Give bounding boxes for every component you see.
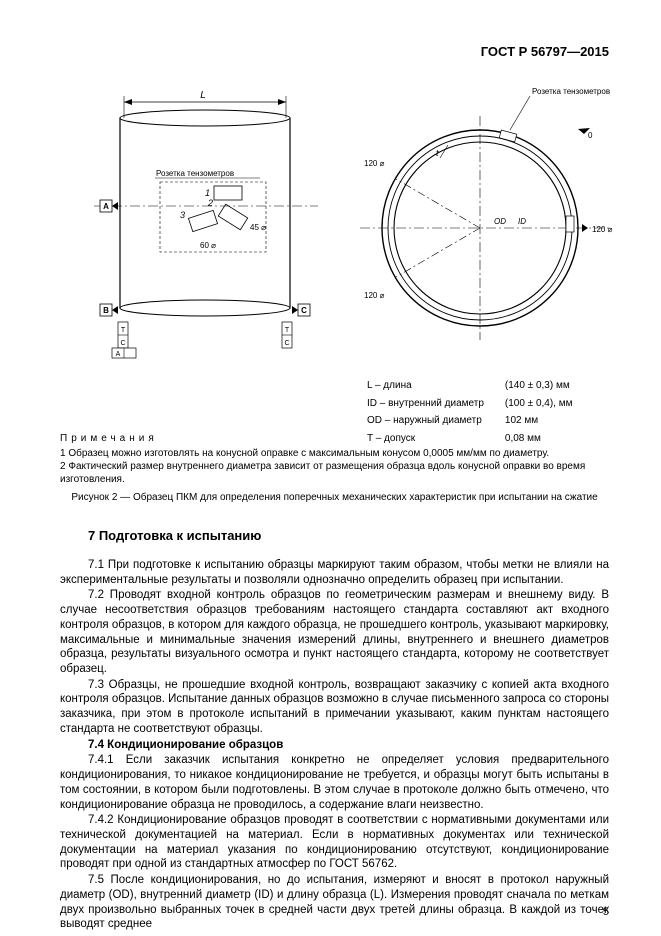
figure-caption: Рисунок 2 — Образец ПКМ для определения … — [60, 492, 609, 503]
para-7-2: 7.2 Проводят входной контроль образцов п… — [60, 588, 609, 676]
angle-120a: 120 ⌀ — [364, 159, 385, 168]
note-1: 1 Образец можно изготовлять на конусной … — [60, 447, 609, 460]
svg-text:C: C — [120, 340, 125, 347]
OD-label: OD — [494, 217, 506, 226]
figure-notes: Примечания 1 Образец можно изготовлять н… — [60, 432, 609, 486]
notes-title: Примечания — [60, 432, 609, 445]
angle-120b: 120 ⌀ — [592, 225, 613, 234]
figure-2: L Розетка тензометров 1 3 2 45 ⌀ 60 ⌀ A … — [60, 78, 616, 368]
ID-label: ID — [518, 217, 526, 226]
legend-OD-key: OD – наружный диаметр — [366, 413, 502, 429]
para-7-4-2: 7.4.2 Кондиционирование образцов проводя… — [60, 813, 609, 872]
angle-60: 60 ⌀ — [200, 241, 216, 250]
para-7-5: 7.5 После кондиционирования, но до испыт… — [60, 873, 609, 932]
document-code: ГОСТ Р 56797—2015 — [481, 44, 609, 59]
mark-A: A — [103, 202, 109, 211]
legend-ID-val: (100 ± 0,4), мм — [504, 396, 591, 412]
dim-L: L — [200, 90, 206, 101]
legend-L-key: L – длина — [366, 378, 502, 394]
gauge-2: 2 — [207, 198, 213, 208]
mark-C: C — [301, 306, 307, 315]
gauge-3: 3 — [180, 210, 185, 220]
page: ГОСТ Р 56797—2015 L Розетка тензометров … — [0, 0, 661, 936]
angle-45: 45 ⌀ — [250, 223, 266, 232]
section-7-body: 7.1 При подготовке к испытанию образцы м… — [60, 558, 609, 933]
legend-ID-key: ID – внутренний диаметр — [366, 396, 502, 412]
para-7-3: 7.3 Образцы, не прошедшие входной контро… — [60, 678, 609, 737]
mark-B: B — [103, 306, 109, 315]
gauge-1: 1 — [205, 188, 210, 198]
section-7-title: 7 Подготовка к испытанию — [88, 528, 261, 543]
legend-OD-val: 102 мм — [504, 413, 591, 429]
svg-text:T: T — [285, 327, 290, 334]
page-number: 5 — [603, 906, 609, 918]
para-7-4-1: 7.4.1 Если заказчик испытания конкретно … — [60, 753, 609, 812]
svg-text:T: T — [121, 327, 126, 334]
angle-0: 0 — [588, 131, 593, 140]
note-2: 2 Фактический размер внутреннего диаметр… — [60, 460, 609, 486]
rosette-label-right: Розетка тензометров — [532, 87, 610, 96]
angle-120c: 120 ⌀ — [364, 291, 385, 300]
rosette-label-left: Розетка тензометров — [156, 169, 234, 178]
subheader-7-4: 7.4 Кондиционирование образцов — [60, 738, 609, 753]
svg-text:A: A — [116, 351, 121, 358]
svg-text:C: C — [284, 340, 289, 347]
para-7-1: 7.1 При подготовке к испытанию образцы м… — [60, 558, 609, 587]
legend-L-val: (140 ± 0,3) мм — [504, 378, 591, 394]
